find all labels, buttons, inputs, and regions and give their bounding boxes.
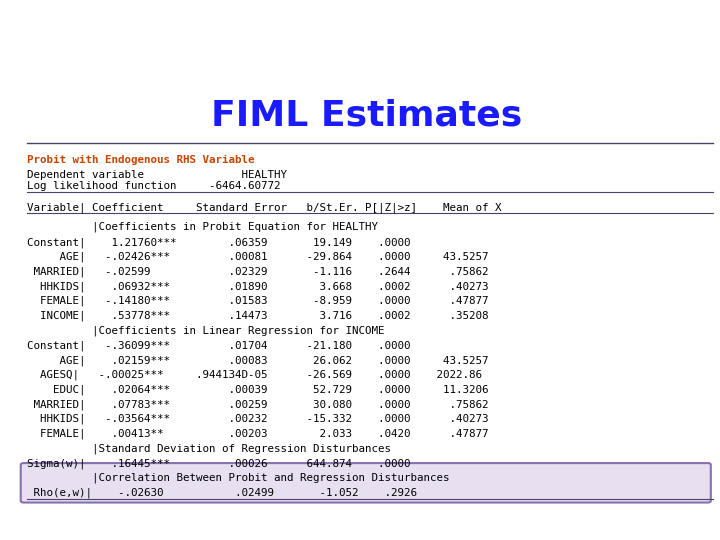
Text: |Correlation Between Probit and Regression Disturbances: |Correlation Between Probit and Regressi… xyxy=(27,472,449,483)
Text: Log likelihood function     -6464.60772: Log likelihood function -6464.60772 xyxy=(27,181,281,192)
Text: Dependent variable               HEALTHY: Dependent variable HEALTHY xyxy=(27,170,287,180)
Text: Discrete Choice Modeling: Discrete Choice Modeling xyxy=(470,15,711,34)
Text: Variable| Coefficient     Standard Error   b/St.Er. P[|Z|>z]    Mean of X: Variable| Coefficient Standard Error b/S… xyxy=(27,202,502,213)
Text: |Standard Deviation of Regression Disturbances: |Standard Deviation of Regression Distur… xyxy=(27,443,391,454)
Text: HHKIDS|    .06932***         .01890        3.668    .0002      .40273: HHKIDS| .06932*** .01890 3.668 .0002 .40… xyxy=(27,281,489,292)
Text: FEMALE|   -.14180***         .01583       -8.959    .0000      .47877: FEMALE| -.14180*** .01583 -8.959 .0000 .… xyxy=(27,296,489,306)
Text: MARRIED|    .07783***         .00259       30.080    .0000      .75862: MARRIED| .07783*** .00259 30.080 .0000 .… xyxy=(27,399,489,410)
Text: AGESQ|   -.00025***     .944134D-05      -26.569    .0000    2022.86: AGESQ| -.00025*** .944134D-05 -26.569 .0… xyxy=(27,370,482,380)
Text: Rho(e,w)|    -.02630           .02499       -1.052    .2926: Rho(e,w)| -.02630 .02499 -1.052 .2926 xyxy=(27,487,417,498)
Text: Probit with Endogenous RHS Variable: Probit with Endogenous RHS Variable xyxy=(27,156,255,165)
FancyBboxPatch shape xyxy=(21,463,711,503)
Text: |Coefficients in Linear Regression for INCOME: |Coefficients in Linear Regression for I… xyxy=(27,325,384,336)
Text: [Part 2]  79/86: [Part 2] 79/86 xyxy=(585,62,711,76)
Text: AGE|   -.02426***         .00081      -29.864    .0000     43.5257: AGE| -.02426*** .00081 -29.864 .0000 43.… xyxy=(27,252,489,262)
Text: Sigma(w)|    .16445***         .00026      644.874    .0000: Sigma(w)| .16445*** .00026 644.874 .0000 xyxy=(27,458,410,469)
Text: EDUC|    .02064***         .00039       52.729    .0000     11.3206: EDUC| .02064*** .00039 52.729 .0000 11.3… xyxy=(27,384,489,395)
Text: FIML Estimates: FIML Estimates xyxy=(211,98,522,132)
Text: Constant|   -.36099***         .01704      -21.180    .0000: Constant| -.36099*** .01704 -21.180 .000… xyxy=(27,340,410,351)
Text: Binary Choice Models: Binary Choice Models xyxy=(551,40,711,53)
Text: AGE|    .02159***         .00083       26.062    .0000     43.5257: AGE| .02159*** .00083 26.062 .0000 43.52… xyxy=(27,355,489,366)
Text: HHKIDS|   -.03564***         .00232      -15.332    .0000      .40273: HHKIDS| -.03564*** .00232 -15.332 .0000 … xyxy=(27,414,489,424)
Text: INCOME|    .53778***         .14473        3.716    .0002      .35208: INCOME| .53778*** .14473 3.716 .0002 .35… xyxy=(27,310,489,321)
Text: Constant|    1.21760***        .06359       19.149    .0000: Constant| 1.21760*** .06359 19.149 .0000 xyxy=(27,237,410,247)
Text: |Coefficients in Probit Equation for HEALTHY: |Coefficients in Probit Equation for HEA… xyxy=(27,222,378,232)
Text: FEMALE|    .00413**          .00203        2.033    .0420      .47877: FEMALE| .00413** .00203 2.033 .0420 .478… xyxy=(27,429,489,439)
Text: MARRIED|   -.02599            .02329       -1.116    .2644      .75862: MARRIED| -.02599 .02329 -1.116 .2644 .75… xyxy=(27,266,489,277)
